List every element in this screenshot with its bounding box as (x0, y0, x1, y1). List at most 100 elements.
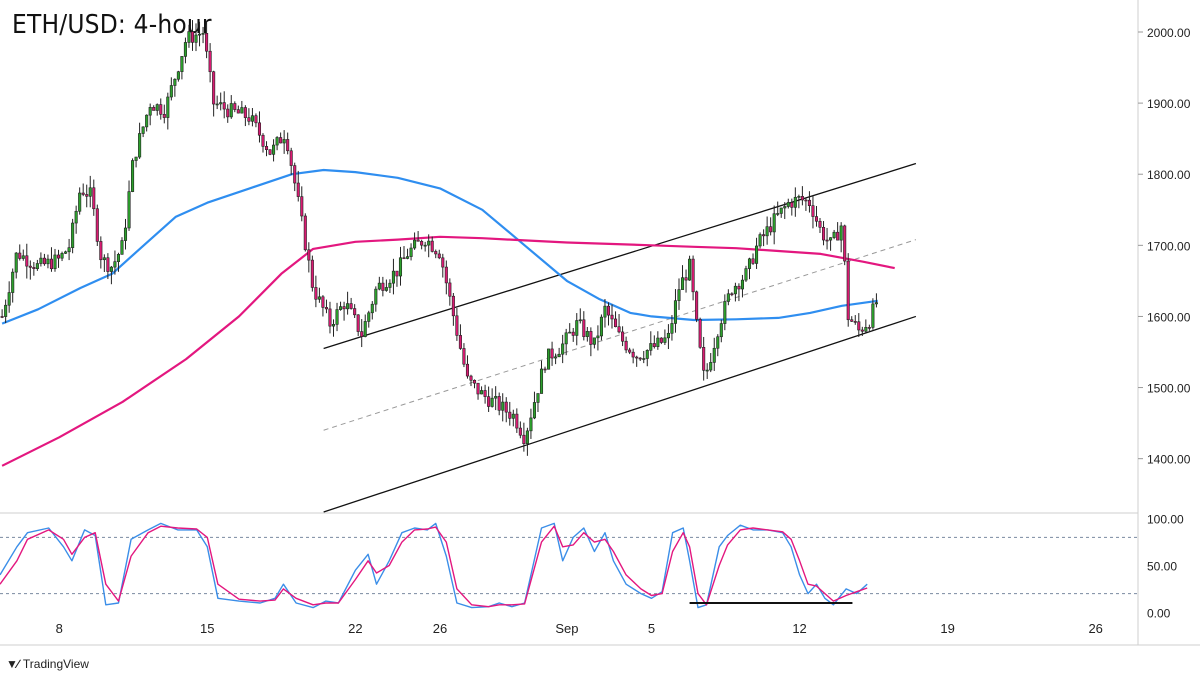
candle-up (832, 231, 836, 238)
candle-down (610, 314, 614, 320)
candle-down (0, 316, 4, 318)
candle-up (709, 362, 713, 371)
candle-up (346, 303, 350, 310)
candle-down (614, 318, 618, 328)
candle-up (673, 300, 678, 324)
candle-up (335, 309, 339, 325)
time-tick-label: 19 (940, 621, 954, 636)
candle-up (525, 430, 529, 444)
candle-down (190, 31, 195, 43)
candle-up (120, 240, 124, 255)
candle-up (716, 336, 720, 349)
candle-up (786, 202, 790, 207)
candle-up (183, 42, 187, 57)
candle-up (585, 331, 589, 337)
candle-up (138, 133, 142, 158)
candle-down (420, 241, 424, 246)
candle-down (790, 202, 794, 208)
candle-down (25, 255, 29, 267)
candle-down (508, 411, 512, 419)
candle-down (243, 107, 247, 118)
candle-up (35, 263, 39, 269)
candle-up (413, 239, 417, 249)
oscillator-d-line (0, 525, 868, 608)
candle-up (198, 33, 202, 36)
candle-up (554, 356, 558, 359)
candle-down (430, 240, 434, 252)
candle-down (762, 234, 766, 237)
candle-up (719, 323, 723, 338)
candle-up (536, 393, 540, 403)
candle-up (772, 213, 776, 233)
candle-up (649, 343, 653, 351)
candle-down (56, 254, 61, 259)
candle-down (300, 196, 304, 217)
candle-down (257, 122, 262, 136)
candle-up (173, 78, 177, 86)
candle-down (487, 396, 491, 407)
candle-down (465, 363, 470, 377)
candle-up (67, 247, 71, 253)
candle-down (448, 282, 452, 297)
candle-down (395, 270, 399, 277)
candle-up (839, 225, 843, 241)
candle-down (472, 379, 477, 384)
time-tick-label: 22 (348, 621, 362, 636)
candle-down (469, 375, 473, 381)
candle-down (550, 348, 554, 359)
candle-up (4, 304, 8, 317)
candle-down (635, 356, 639, 359)
candle-up (726, 293, 730, 302)
candle-up (370, 303, 374, 314)
candle-down (857, 321, 861, 331)
candle-down (18, 252, 22, 259)
candle-down (522, 434, 526, 444)
time-tick-label: Sep (555, 621, 578, 636)
candle-up (201, 33, 205, 35)
candle-down (867, 327, 871, 329)
candle-up (480, 390, 484, 395)
candle-up (592, 337, 596, 345)
candle-up (688, 258, 692, 281)
candle-up (758, 234, 762, 247)
candle-down (617, 326, 621, 333)
candle-up (60, 253, 64, 259)
candle-down (606, 305, 611, 316)
candle-down (381, 282, 385, 291)
price-tick-label: 1800.00 (1147, 168, 1191, 182)
candle-up (134, 156, 138, 161)
candle-up (747, 258, 752, 269)
candle-up (539, 368, 544, 394)
candle-up (740, 279, 744, 290)
candle-up (557, 353, 561, 358)
candle-up (166, 96, 170, 118)
candle-up (282, 139, 286, 144)
chart-title: ETH/USD: 4-hour (12, 10, 212, 40)
candle-down (589, 331, 593, 345)
price-tick-label: 2000.00 (1147, 26, 1191, 40)
candle-up (53, 254, 57, 270)
candle-down (825, 239, 829, 242)
candle-up (317, 296, 321, 300)
candle-down (152, 107, 156, 111)
candle-up (240, 107, 244, 114)
candle-down (353, 308, 357, 316)
candle-up (409, 247, 413, 257)
candle-down (818, 220, 822, 228)
candle-down (279, 137, 283, 144)
candle-down (303, 215, 307, 251)
candle-up (46, 258, 50, 265)
candle-down (236, 109, 240, 114)
candle-up (596, 335, 600, 339)
candle-up (71, 222, 75, 248)
channel-upper (323, 162, 917, 350)
candle-up (776, 213, 780, 215)
candle-up (7, 292, 11, 306)
candle-down (458, 335, 462, 349)
candle-down (515, 413, 519, 429)
candle-down (32, 267, 36, 269)
candle-up (388, 282, 392, 288)
candle-down (226, 108, 230, 118)
candle-up (384, 287, 388, 291)
candle-up (599, 316, 603, 337)
